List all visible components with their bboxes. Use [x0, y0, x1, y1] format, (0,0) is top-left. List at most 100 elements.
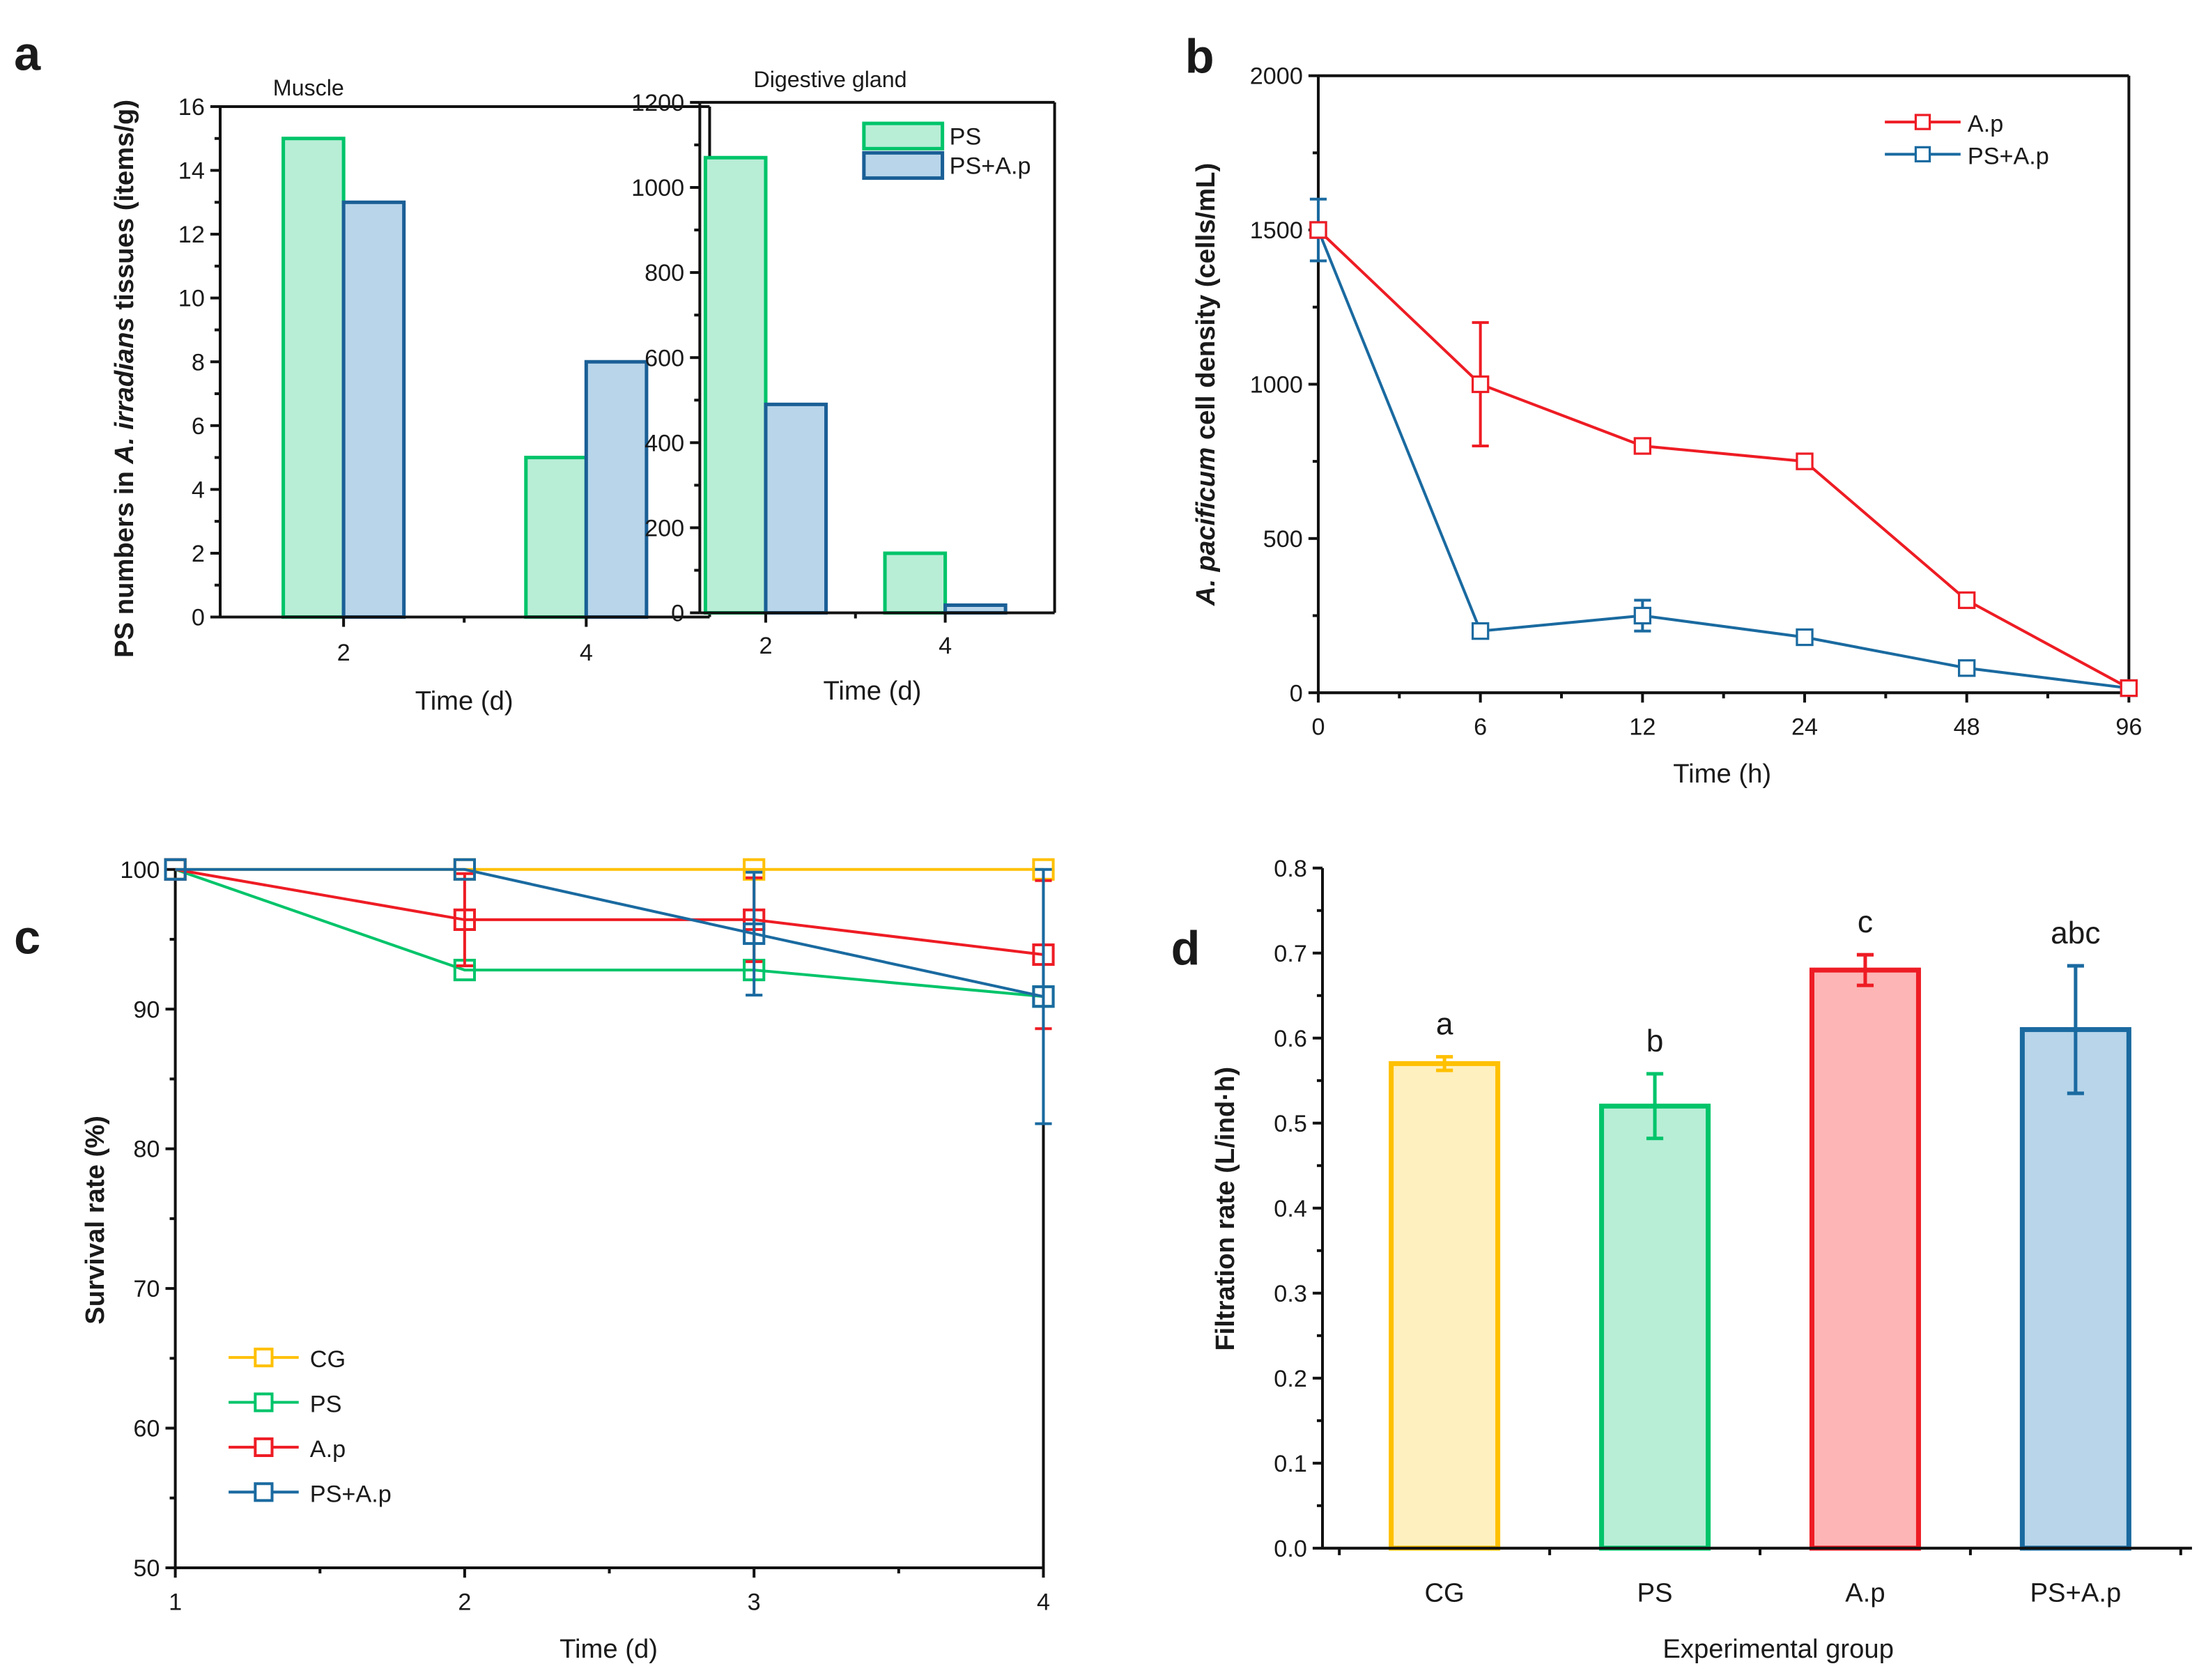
y-tick-label: 0.0 [1274, 1536, 1307, 1562]
x-tick-label: 3 [748, 1589, 761, 1615]
x-tick-label: 4 [939, 633, 952, 659]
legend-label: PS+A.p [950, 153, 1031, 180]
y-axis-title-part: PS numbers in [109, 464, 139, 658]
y-tick-label: 60 [133, 1416, 160, 1442]
x-tick-label: 4 [1037, 1589, 1050, 1615]
x-tick-label: PS+A.p [2030, 1578, 2122, 1608]
legend-label: CG [310, 1346, 346, 1373]
y-axis-title-part: cell density (cells/mL) [1191, 163, 1221, 447]
data-point [1309, 221, 1327, 239]
series-line [174, 868, 1044, 999]
x-axis-title: Time (d) [823, 676, 921, 706]
series-ps-a-p [164, 858, 1055, 1125]
series-ps [164, 858, 1055, 1008]
y-tick-label: 12 [178, 222, 205, 248]
y-tick-label: 200 [645, 515, 684, 541]
y-axis-title: PS numbers in A. irradians tissues (item… [109, 100, 139, 658]
y-tick-label: 600 [645, 345, 684, 371]
y-tick-label: 6 [192, 413, 205, 440]
y-tick-label: 0.7 [1274, 941, 1307, 967]
legend-swatch [862, 151, 945, 180]
x-tick-label: 6 [1474, 714, 1487, 741]
y-tick-label: 0 [1290, 680, 1303, 707]
y-axis-title-part: tissues (items/g) [109, 100, 139, 317]
y-tick-label: 16 [178, 94, 205, 121]
legend-label: PS [950, 123, 982, 150]
panel-label-b: b [1185, 31, 1214, 84]
x-tick-label: 96 [2115, 714, 2142, 741]
chart-muscle: Muscle 2 4 0 2 4 6 8 10 12 14 16 Time (d) PS numbers … [109, 75, 711, 716]
chart-digestive-gland: Digestive gland 2 4 0 200 400 600 800 1000 1200 Ti… [631, 67, 1056, 706]
y-tick-label: 4 [192, 477, 205, 503]
panel-label-a: a [14, 28, 41, 81]
y-tick-label: 80 [133, 1136, 160, 1163]
bar-cg [1389, 1061, 1501, 1551]
x-tick-label: 2 [337, 640, 350, 666]
bar-ps [524, 456, 588, 619]
x-tick-label: 0 [1311, 714, 1325, 741]
bar-ps [281, 137, 346, 619]
series-a-p [1309, 221, 2138, 698]
significance-label: b [1646, 1024, 1664, 1058]
legend-marker [254, 1392, 274, 1412]
data-point [453, 908, 476, 932]
y-tick-label: 1200 [631, 90, 684, 116]
bar-ps-a-p [764, 402, 828, 615]
x-tick-label: PS [1637, 1578, 1673, 1608]
x-tick-label: 2 [458, 1589, 471, 1615]
legend-marker [254, 1437, 274, 1458]
chart-title: Digestive gland [753, 67, 906, 92]
legend-label: A.p [1968, 111, 2003, 137]
y-axis-title-part: A. irradians [109, 317, 139, 464]
y-tick-label: 0.6 [1274, 1026, 1307, 1052]
data-point [1796, 452, 1814, 470]
x-tick-label: 12 [1629, 714, 1656, 741]
x-axis-title: Time (d) [415, 686, 514, 716]
panel-label-d: d [1171, 923, 1201, 976]
y-axis-title-part: Filtration rate (L/ind·h) [1210, 1067, 1240, 1351]
x-tick-label: A.p [1845, 1578, 1885, 1608]
x-tick-label: 4 [580, 640, 593, 666]
significance-label: c [1858, 905, 1873, 939]
y-tick-label: 50 [133, 1555, 160, 1582]
data-point [453, 858, 476, 881]
x-axis-title: Experimental group [1662, 1634, 1894, 1664]
data-point [1958, 591, 1976, 610]
bar-ps [883, 551, 948, 615]
y-axis-title: Filtration rate (L/ind·h) [1210, 1067, 1240, 1351]
y-tick-label: 14 [178, 158, 205, 185]
legend: CG PS A.p PS+A.p [229, 1346, 392, 1507]
y-tick-label: 10 [178, 286, 205, 312]
data-point [1471, 375, 1490, 394]
series-line [1317, 229, 2130, 690]
y-tick-label: 1000 [1250, 372, 1303, 399]
x-tick-label: 1 [169, 1589, 182, 1615]
x-tick-label: 48 [1954, 714, 1980, 741]
legend-marker [254, 1482, 274, 1502]
data-point [1796, 628, 1814, 647]
y-tick-label: 100 [120, 857, 160, 884]
x-axis-title: Time (h) [1673, 759, 1771, 789]
chart-cell-density: 0 500 1000 1500 2000 0 6 12 24 48 96 Time (h) A. pac… [1191, 63, 2142, 789]
x-tick-label: 2 [759, 633, 772, 659]
chart-title: Muscle [273, 75, 344, 100]
y-axis-title-part: Survival rate (%) [80, 1116, 110, 1325]
series-line [1317, 229, 2129, 690]
x-axis-title: Time (d) [560, 1634, 658, 1664]
series-line [175, 868, 1044, 957]
x-tick-label: 24 [1791, 714, 1818, 741]
legend-swatch [862, 121, 945, 151]
legend-label: A.p [310, 1436, 346, 1463]
series-ps-a-p [1309, 197, 2138, 698]
y-tick-label: 0.3 [1274, 1281, 1307, 1307]
y-axis-title: A. pacificum cell density (cells/mL) [1191, 163, 1221, 606]
y-tick-label: 1500 [1250, 217, 1303, 244]
data-point [2120, 679, 2138, 698]
data-point [1032, 985, 1055, 1008]
chart-survival-rate: 50 60 70 80 90 100 1 2 3 4 Time (d) Survival rate (… [80, 857, 1055, 1664]
y-tick-label: 0 [671, 601, 684, 627]
legend: A.p PS+A.p [1885, 111, 2049, 169]
y-tick-label: 0 [192, 605, 205, 631]
y-tick-label: 70 [133, 1276, 160, 1302]
y-tick-label: 0.8 [1274, 856, 1307, 882]
